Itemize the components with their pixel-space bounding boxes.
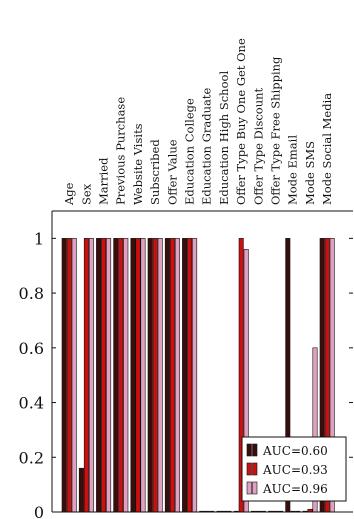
bar-3-8 bbox=[192, 238, 198, 513]
category-label: Mode SMS bbox=[303, 141, 317, 205]
legend-label: AUC=0.96 bbox=[262, 482, 328, 496]
bar-1-1 bbox=[61, 238, 67, 513]
category-label: Education High School bbox=[217, 71, 231, 205]
bar-1-3 bbox=[96, 238, 102, 513]
bar-2-3 bbox=[101, 238, 107, 513]
category-label: Offer Type Discount bbox=[251, 87, 265, 205]
bar-2-4 bbox=[118, 238, 124, 513]
category-label: Offer Type Buy One Get One bbox=[234, 38, 248, 205]
category-label: Website Visits bbox=[131, 123, 145, 205]
y-tick-label: 1 bbox=[34, 229, 44, 248]
category-label: Previous Purchase bbox=[114, 97, 128, 205]
bar-3-1 bbox=[71, 238, 77, 513]
legend-swatch bbox=[246, 443, 252, 457]
category-label: Subscribed bbox=[148, 139, 162, 205]
legend-label: AUC=0.93 bbox=[262, 463, 328, 477]
bar-2-6 bbox=[152, 238, 158, 513]
legend-swatch bbox=[252, 462, 258, 476]
bar-2-1 bbox=[66, 238, 72, 513]
bars-group bbox=[61, 238, 335, 513]
y-tick-label: 0.8 bbox=[19, 284, 44, 303]
category-labels-group: Age Sex Married Previous Purchase Website Vi… bbox=[62, 38, 334, 206]
bar-1-8 bbox=[182, 238, 188, 513]
category-label: Sex bbox=[79, 183, 93, 205]
y-tick-label: 0 bbox=[34, 503, 44, 519]
category-label: Offer Type Free Shipping bbox=[269, 56, 283, 205]
legend-swatch bbox=[246, 462, 252, 476]
bar-2-2 bbox=[83, 238, 89, 513]
axes-group bbox=[51, 210, 353, 513]
bar-1-2 bbox=[78, 467, 84, 513]
bar-1-5 bbox=[130, 238, 136, 513]
bar-2-5 bbox=[135, 238, 141, 513]
bar-2-8 bbox=[187, 238, 193, 513]
category-label: Mode Email bbox=[286, 135, 300, 205]
y-tick-label: 0.6 bbox=[19, 339, 44, 358]
bar-1-6 bbox=[147, 238, 153, 513]
bar-2-7 bbox=[169, 238, 175, 513]
legend: AUC=0.60 AUC=0.93 AUC=0.96 bbox=[241, 436, 347, 502]
bar-1-7 bbox=[164, 238, 170, 513]
bar-1-4 bbox=[113, 238, 119, 513]
y-ticks-group: 0 0.2 0.4 0.6 0.8 1 bbox=[19, 229, 353, 519]
legend-label: AUC=0.60 bbox=[262, 444, 328, 458]
category-label: Age bbox=[62, 182, 76, 206]
category-label: Mode Social Media bbox=[320, 93, 334, 205]
legend-box bbox=[241, 436, 347, 502]
category-label: Offer Value bbox=[165, 139, 179, 205]
legend-swatch bbox=[246, 481, 252, 495]
y-tick-label: 0.2 bbox=[19, 448, 44, 467]
bar-3-4 bbox=[123, 238, 129, 513]
legend-swatch bbox=[252, 481, 258, 495]
bar-3-2 bbox=[88, 238, 94, 513]
legend-swatch bbox=[252, 443, 258, 457]
bar-3-7 bbox=[174, 238, 180, 513]
bar-3-6 bbox=[157, 238, 163, 513]
y-tick-label: 0.4 bbox=[19, 394, 44, 413]
bar-3-5 bbox=[140, 238, 146, 513]
category-label: Education College bbox=[183, 98, 197, 205]
bar-3-3 bbox=[106, 238, 112, 513]
category-label: Married bbox=[97, 157, 111, 205]
category-label: Education Graduate bbox=[200, 87, 214, 205]
